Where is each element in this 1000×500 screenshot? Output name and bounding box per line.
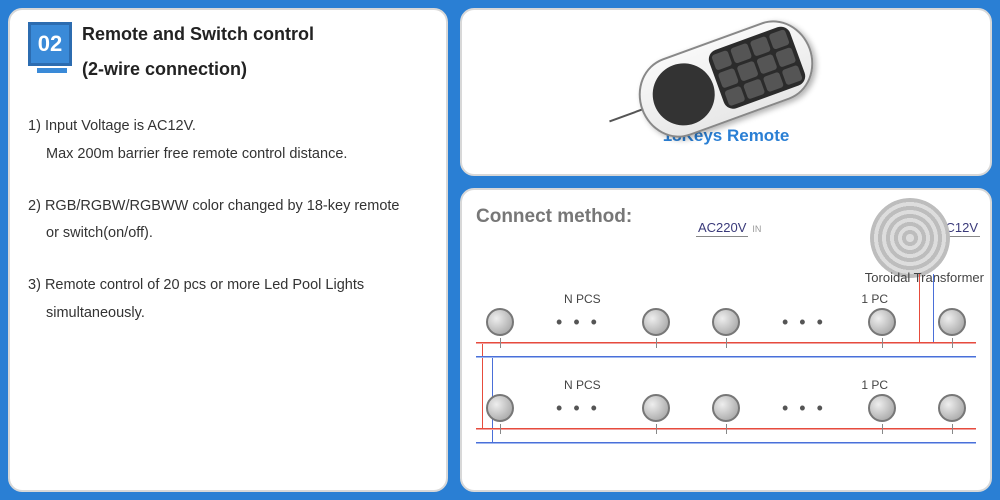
dots: • • • bbox=[782, 398, 826, 419]
remote-panel: 18Keys Remote bbox=[460, 8, 992, 176]
light-icon bbox=[868, 308, 896, 336]
bullet-text2: Max 200m barrier free remote control dis… bbox=[28, 144, 428, 166]
wire-blue bbox=[476, 356, 976, 358]
bullet-item: 3) Remote control of 20 pcs or more Led … bbox=[28, 275, 428, 325]
bullet-text: Remote control of 20 pcs or more Led Poo… bbox=[45, 277, 364, 293]
row-right-label: 1 PC bbox=[861, 378, 888, 392]
diagram-panel: Connect method: AC220V IN OUT AC12V Toro… bbox=[460, 188, 992, 492]
dots: • • • bbox=[782, 312, 826, 333]
dots: • • • bbox=[556, 312, 600, 333]
right-column: 18Keys Remote Connect method: AC220V IN … bbox=[460, 8, 992, 492]
dots: • • • bbox=[556, 398, 600, 419]
bullet-item: 2) RGB/RGBW/RGBWW color changed by 18-ke… bbox=[28, 196, 428, 246]
bullet-text2: or switch(on/off). bbox=[28, 223, 428, 245]
light-icon bbox=[642, 394, 670, 422]
section-badge: 02 bbox=[28, 22, 72, 66]
wire-blue bbox=[476, 442, 976, 444]
header: 02 Remote and Switch control (2-wire con… bbox=[28, 22, 428, 80]
bullet-num: 1) bbox=[28, 118, 41, 134]
row-right-label: 1 PC bbox=[861, 292, 888, 306]
light-row-1: N PCS 1 PC • • • • • • bbox=[476, 308, 976, 386]
bullet-text: Input Voltage is AC12V. bbox=[45, 118, 196, 134]
row-left-label: N PCS bbox=[564, 292, 601, 306]
light-icon bbox=[486, 308, 514, 336]
bullet-text: RGB/RGBW/RGBWW color changed by 18-key r… bbox=[45, 198, 400, 214]
light-icon bbox=[486, 394, 514, 422]
title-sub: (2-wire connection) bbox=[82, 59, 314, 80]
bullet-text2: simultaneously. bbox=[28, 303, 428, 325]
title-main: Remote and Switch control bbox=[82, 24, 314, 45]
bullet-list: 1) Input Voltage is AC12V. Max 200m barr… bbox=[28, 116, 428, 325]
transformer-icon bbox=[870, 198, 950, 278]
light-icon bbox=[938, 394, 966, 422]
ac-in-value: AC220V bbox=[696, 220, 748, 237]
left-panel: 02 Remote and Switch control (2-wire con… bbox=[8, 8, 448, 492]
light-row-2: N PCS 1 PC • • • • • • bbox=[476, 394, 976, 472]
light-icon bbox=[938, 308, 966, 336]
light-icon bbox=[712, 394, 740, 422]
transformer-label: Toroidal Transformer bbox=[865, 270, 984, 285]
light-icon bbox=[868, 394, 896, 422]
bullet-item: 1) Input Voltage is AC12V. Max 200m barr… bbox=[28, 116, 428, 166]
bullet-num: 2) bbox=[28, 198, 41, 214]
title-block: Remote and Switch control (2-wire connec… bbox=[82, 22, 314, 80]
light-icon bbox=[642, 308, 670, 336]
bullet-num: 3) bbox=[28, 277, 41, 293]
ac-in: AC220V IN bbox=[696, 220, 761, 237]
light-icon bbox=[712, 308, 740, 336]
in-label: IN bbox=[752, 224, 761, 234]
row-left-label: N PCS bbox=[564, 378, 601, 392]
